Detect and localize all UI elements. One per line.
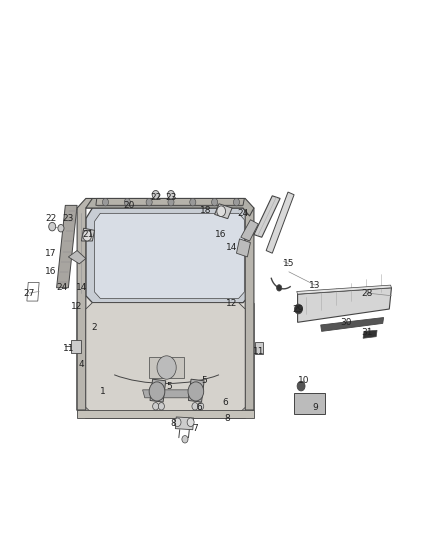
Polygon shape [95, 213, 244, 298]
Text: 16: 16 [45, 268, 57, 276]
Circle shape [158, 402, 164, 410]
Polygon shape [175, 417, 194, 430]
Text: 29: 29 [292, 304, 303, 313]
Circle shape [276, 285, 282, 291]
Circle shape [294, 304, 302, 314]
Polygon shape [150, 379, 166, 402]
Polygon shape [86, 303, 245, 414]
Polygon shape [149, 357, 184, 378]
Polygon shape [77, 410, 254, 418]
Text: 11: 11 [253, 347, 264, 356]
Polygon shape [86, 208, 250, 303]
Circle shape [83, 230, 92, 241]
Text: 24: 24 [56, 283, 67, 292]
Text: 27: 27 [23, 288, 35, 297]
Circle shape [152, 402, 159, 410]
Text: 21: 21 [82, 230, 94, 239]
Polygon shape [294, 393, 325, 414]
Text: 14: 14 [76, 283, 87, 292]
Circle shape [149, 382, 165, 401]
Circle shape [168, 198, 174, 206]
Polygon shape [86, 198, 254, 216]
Text: 6: 6 [223, 398, 229, 407]
Text: 23: 23 [165, 193, 177, 202]
Polygon shape [143, 390, 191, 398]
Polygon shape [215, 204, 232, 219]
Polygon shape [237, 239, 251, 257]
Text: 4: 4 [79, 360, 84, 369]
Text: 2: 2 [92, 323, 97, 332]
Polygon shape [266, 192, 294, 253]
Circle shape [297, 381, 305, 391]
Text: 30: 30 [340, 318, 351, 327]
Polygon shape [363, 330, 377, 338]
Text: 23: 23 [63, 214, 74, 223]
Text: 8: 8 [225, 414, 231, 423]
Circle shape [102, 198, 109, 206]
Polygon shape [71, 340, 81, 353]
Text: 17: 17 [45, 249, 57, 258]
Polygon shape [321, 318, 384, 332]
Text: 22: 22 [45, 214, 57, 223]
Circle shape [217, 206, 226, 216]
Polygon shape [255, 342, 263, 354]
Circle shape [152, 190, 159, 199]
Polygon shape [254, 196, 280, 237]
Text: 16: 16 [215, 230, 227, 239]
Text: 1: 1 [100, 387, 106, 396]
Text: 7: 7 [192, 424, 198, 433]
Polygon shape [245, 205, 254, 410]
Circle shape [124, 198, 131, 206]
Text: 28: 28 [362, 288, 373, 297]
Text: 14: 14 [226, 244, 238, 253]
Polygon shape [96, 198, 244, 205]
Text: 11: 11 [63, 344, 74, 353]
Circle shape [146, 198, 152, 206]
Text: 13: 13 [309, 280, 321, 289]
Circle shape [212, 198, 218, 206]
Circle shape [182, 435, 188, 443]
Text: 9: 9 [312, 403, 318, 412]
Circle shape [187, 418, 194, 426]
Polygon shape [241, 220, 258, 241]
Circle shape [49, 222, 56, 231]
Text: 5: 5 [166, 382, 172, 391]
Circle shape [167, 190, 174, 199]
Circle shape [190, 198, 196, 206]
Polygon shape [188, 379, 204, 402]
Circle shape [198, 402, 204, 410]
Text: 8: 8 [170, 419, 176, 428]
Text: 24: 24 [237, 209, 249, 218]
Polygon shape [77, 198, 92, 410]
Text: 15: 15 [283, 260, 295, 268]
Circle shape [233, 198, 240, 206]
Circle shape [157, 356, 176, 379]
Circle shape [174, 418, 181, 426]
Text: 22: 22 [150, 193, 161, 202]
Circle shape [192, 402, 198, 410]
Polygon shape [297, 288, 392, 322]
Text: 5: 5 [201, 376, 207, 385]
Polygon shape [57, 205, 77, 288]
Polygon shape [77, 296, 254, 418]
Text: 18: 18 [200, 206, 212, 215]
Text: 6: 6 [197, 403, 202, 412]
Circle shape [188, 382, 204, 401]
Polygon shape [297, 285, 392, 294]
Text: 20: 20 [124, 201, 135, 210]
Text: 12: 12 [71, 302, 83, 311]
Polygon shape [81, 228, 95, 241]
Text: 31: 31 [362, 328, 373, 337]
Polygon shape [68, 251, 86, 264]
Text: 12: 12 [226, 299, 238, 308]
Text: 10: 10 [298, 376, 310, 385]
Circle shape [58, 224, 64, 232]
